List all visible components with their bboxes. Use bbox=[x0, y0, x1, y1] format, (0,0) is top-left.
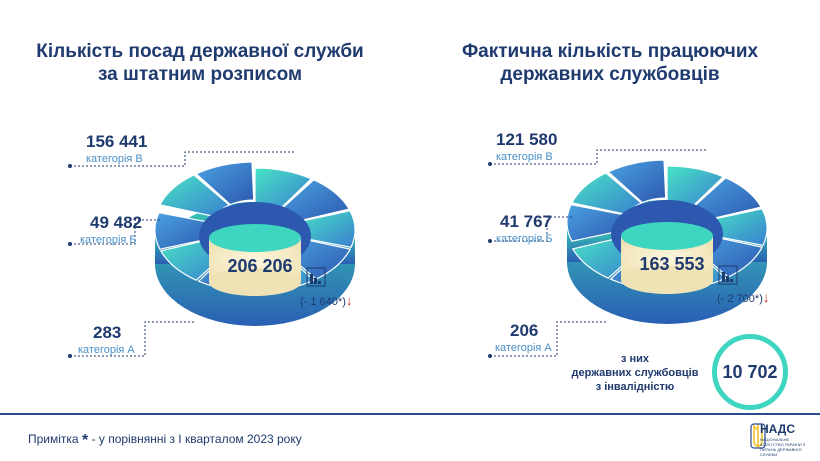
donut-segment bbox=[195, 161, 255, 206]
leader-line-1 bbox=[70, 219, 160, 245]
disability-caption-line-1: з них bbox=[620, 353, 650, 365]
change-right-text: (- 2 700*) bbox=[717, 293, 763, 305]
leader-line-2 bbox=[70, 321, 195, 357]
chart-title-left: Кількість посад державної служби за штат… bbox=[20, 40, 380, 86]
footnote: Примітка * - у порівнянні з І кварталом … bbox=[28, 432, 302, 450]
value-category-a-left: 283 bbox=[93, 323, 122, 342]
leader-line-0 bbox=[490, 149, 707, 165]
value-category-a-right: 206 bbox=[510, 321, 539, 340]
value-category-v-left: 156 441 bbox=[86, 132, 148, 151]
logo-subtitle: НАЦІОНАЛЬНЕ АГЕНТСТВО УКРАЇНИ З ПИТАНЬ Д… bbox=[760, 437, 806, 457]
bar-chart-icon-bar bbox=[318, 281, 321, 284]
leader-line-2 bbox=[490, 321, 607, 357]
leader-dot-1 bbox=[68, 242, 72, 246]
label-category-b-left: категорія Б bbox=[80, 234, 137, 246]
disability-value-circle: 10 702 bbox=[712, 334, 788, 410]
leader-line-1 bbox=[490, 216, 572, 242]
value-category-b-right: 41 767 bbox=[500, 212, 552, 231]
chart-title-right-line-1: Фактична кількість працюючих bbox=[461, 41, 759, 62]
footnote-star: * bbox=[81, 432, 89, 449]
down-arrow-icon: ↓ bbox=[345, 293, 353, 308]
footnote-text: - у порівнянні з І кварталом 2023 року bbox=[91, 432, 302, 446]
change-left-text: (- 1 640*) bbox=[300, 296, 346, 308]
chart-title-right-line-2: державних службовців bbox=[500, 64, 720, 85]
chart-title-left-line-1: Кількість посад державної служби bbox=[36, 41, 364, 62]
total-left: 206 206 bbox=[227, 256, 293, 276]
bar-chart-icon-bar bbox=[722, 272, 725, 282]
leader-dot-0 bbox=[488, 162, 492, 166]
value-category-b-left: 49 482 bbox=[90, 213, 142, 232]
value-category-v-right: 121 580 bbox=[496, 130, 558, 149]
label-category-v-left: категорія В bbox=[86, 153, 143, 165]
disability-value: 10 702 bbox=[722, 361, 778, 382]
logo-name: НАДС bbox=[760, 422, 795, 436]
leader-dot-1 bbox=[488, 239, 492, 243]
footer-divider bbox=[0, 413, 820, 415]
center-cylinder-bottom bbox=[209, 268, 301, 296]
center-cylinder-top bbox=[209, 224, 301, 252]
label-category-b-right: категорія Б bbox=[496, 233, 553, 245]
center-cylinder-bottom bbox=[621, 266, 713, 294]
disability-caption: з них державних службовців з інвалідніст… bbox=[560, 352, 710, 394]
chart-title-right: Фактична кількість працюючих державних с… bbox=[430, 40, 790, 86]
total-right: 163 553 bbox=[639, 254, 705, 274]
label-category-a-left: категорія А bbox=[78, 344, 135, 356]
center-cylinder-top bbox=[621, 222, 713, 250]
bar-chart-icon-bar bbox=[730, 279, 733, 282]
bar-chart-icon-bar bbox=[726, 276, 729, 282]
bar-chart-icon-bar bbox=[314, 278, 317, 284]
change-left: (- 1 640*)↓ bbox=[300, 293, 352, 308]
bar-chart-icon-bar bbox=[310, 274, 313, 284]
change-right: (- 2 700*)↓ bbox=[717, 290, 769, 305]
bar-chart-icon bbox=[718, 265, 738, 285]
disability-caption-line-3: з інвалідністю bbox=[595, 381, 675, 393]
nads-trident-logo-icon bbox=[750, 423, 766, 449]
leader-line-0 bbox=[70, 151, 295, 167]
label-category-a-right: категорія А bbox=[495, 342, 552, 354]
footnote-prefix: Примітка bbox=[28, 432, 79, 446]
chart-title-left-line-2: за штатним розписом bbox=[97, 64, 303, 85]
donut-segment bbox=[607, 159, 667, 204]
leader-dot-2 bbox=[68, 354, 72, 358]
bar-chart-icon bbox=[306, 267, 326, 287]
disability-caption-line-2: державних службовців bbox=[571, 367, 699, 379]
down-arrow-icon: ↓ bbox=[762, 290, 770, 305]
leader-dot-0 bbox=[68, 164, 72, 168]
label-category-v-right: категорія В bbox=[496, 151, 553, 163]
leader-dot-2 bbox=[488, 354, 492, 358]
